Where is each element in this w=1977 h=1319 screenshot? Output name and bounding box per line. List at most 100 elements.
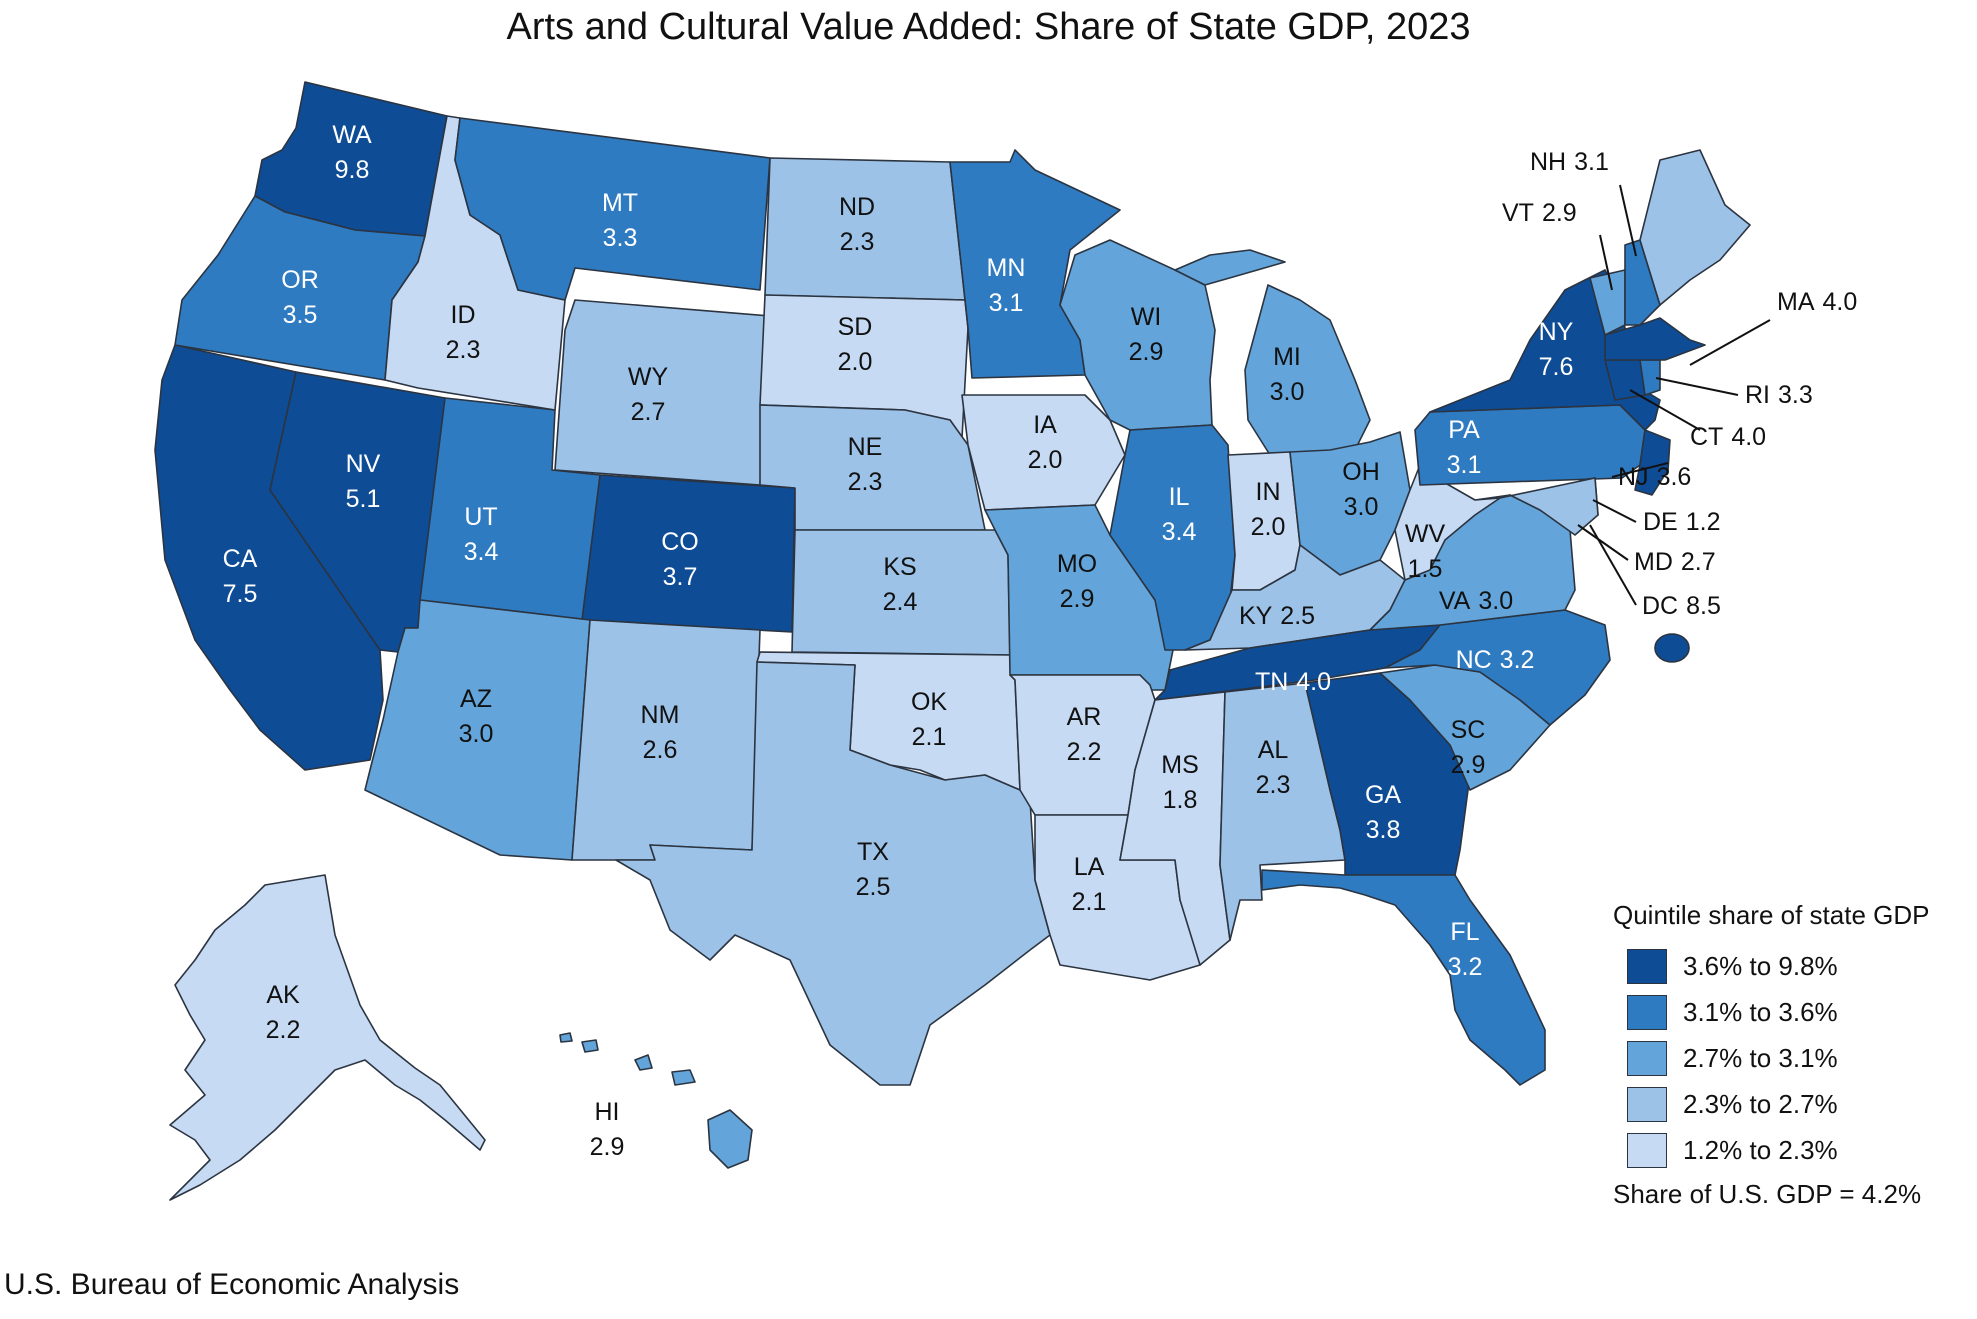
state-label-nj: NJ 3.6	[1618, 463, 1691, 491]
state-value-ny: 7.6	[1539, 353, 1574, 381]
state-abbr-ut: UT	[464, 503, 497, 531]
state-value-or: 3.5	[283, 301, 318, 329]
state-abbr-tx: TX	[857, 838, 889, 866]
legend-item: 3.1% to 3.6%	[1613, 989, 1973, 1035]
state-md	[1499, 477, 1599, 536]
state-abbr-wi: WI	[1131, 303, 1162, 331]
state-value-co: 3.7	[663, 563, 698, 591]
leader-line-vt	[1599, 234, 1613, 291]
state-abbr-ga: GA	[1365, 781, 1401, 809]
state-value: 2.7	[1681, 548, 1716, 576]
state-tx	[615, 661, 1051, 1086]
state-value-ut: 3.4	[464, 538, 499, 566]
state-label-ri: RI 3.3	[1745, 381, 1813, 409]
legend-item: 2.7% to 3.1%	[1613, 1035, 1973, 1081]
state-value: 1.2	[1686, 508, 1721, 536]
leader-line-ct	[1629, 389, 1701, 431]
state-abbr-in: IN	[1256, 478, 1281, 506]
state-label-ky: KY 2.5	[1239, 602, 1315, 630]
state-value-il: 3.4	[1162, 518, 1197, 546]
state-label-de: DE 1.2	[1643, 508, 1721, 536]
state-ia	[961, 394, 1126, 511]
legend-swatch	[1627, 948, 1667, 984]
dc-marker	[1654, 633, 1690, 663]
state-abbr-oh: OH	[1342, 458, 1380, 486]
state-abbr-ne: NE	[848, 433, 883, 461]
state-abbr-id: ID	[451, 301, 476, 329]
state-label-va: VA 3.0	[1439, 587, 1513, 615]
legend-swatch	[1627, 1132, 1667, 1168]
state-nj	[1634, 429, 1671, 496]
label-leader-lines	[1577, 184, 1771, 606]
state-fl	[1261, 869, 1546, 1086]
state-value: 3.6	[1657, 463, 1692, 491]
state-value-ms: 1.8	[1163, 786, 1198, 814]
state-abbr-fl: FL	[1450, 918, 1479, 946]
state-value: 3.1	[1574, 148, 1609, 176]
state-abbr: KY	[1239, 602, 1273, 630]
state-value-wy: 2.7	[631, 398, 666, 426]
state-abbr: MA	[1777, 288, 1815, 316]
state-abbr-mt: MT	[602, 189, 638, 217]
state-abbr-la: LA	[1074, 853, 1105, 881]
legend-swatch	[1627, 1086, 1667, 1122]
state-abbr: NJ	[1618, 463, 1649, 491]
leader-line-ma	[1689, 319, 1771, 366]
state-value-oh: 3.0	[1344, 493, 1379, 521]
state-abbr-ia: IA	[1033, 411, 1057, 439]
state-value-tx: 2.5	[856, 873, 891, 901]
state-label-vt: VT 2.9	[1502, 199, 1577, 227]
leader-line-nj	[1611, 462, 1669, 478]
state-value: 3.3	[1778, 381, 1813, 409]
legend-swatch	[1627, 1040, 1667, 1076]
legend-label: 3.1% to 3.6%	[1683, 996, 1838, 1027]
state-abbr-ms: MS	[1161, 751, 1199, 779]
state-abbr: NH	[1530, 148, 1566, 176]
leader-line-nh	[1619, 184, 1637, 257]
state-value-id: 2.3	[446, 336, 481, 364]
state-shapes	[154, 81, 1751, 1201]
state-value-ne: 2.3	[848, 468, 883, 496]
state-abbr-co: CO	[661, 528, 699, 556]
state-value-al: 2.3	[1256, 771, 1291, 799]
state-value-hi: 2.9	[590, 1133, 625, 1161]
legend-item: 3.6% to 9.8%	[1613, 943, 1973, 989]
leader-line-md	[1577, 524, 1629, 561]
state-abbr-sd: SD	[838, 313, 873, 341]
state-mi	[1174, 249, 1286, 286]
state-abbr-al: AL	[1258, 736, 1289, 764]
state-value-nd: 2.3	[840, 228, 875, 256]
state-value-pa: 3.1	[1447, 451, 1482, 479]
state-label-dc: DC 8.5	[1642, 592, 1721, 620]
state-value-sc: 2.9	[1451, 751, 1486, 779]
state-value-wa: 9.8	[335, 156, 370, 184]
state-value-ga: 3.8	[1366, 816, 1401, 844]
state-hi	[671, 1069, 696, 1086]
state-abbr: TN	[1255, 668, 1288, 696]
state-abbr: RI	[1745, 381, 1770, 409]
state-label-ma: MA 4.0	[1777, 288, 1857, 316]
state-abbr-mn: MN	[987, 254, 1026, 282]
state-mo	[984, 504, 1176, 691]
state-abbr-az: AZ	[460, 685, 492, 713]
state-value: 2.9	[1542, 199, 1577, 227]
state-mt	[454, 117, 771, 301]
state-value-la: 2.1	[1072, 888, 1107, 916]
map-title: Arts and Cultural Value Added: Share of …	[506, 6, 1471, 48]
state-value-nm: 2.6	[643, 736, 678, 764]
state-value-ca: 7.5	[223, 580, 258, 608]
state-value-ia: 2.0	[1028, 446, 1063, 474]
state-abbr-ok: OK	[911, 688, 947, 716]
state-value-sd: 2.0	[838, 348, 873, 376]
state-abbr: VT	[1502, 199, 1534, 227]
state-abbr-or: OR	[281, 266, 319, 294]
state-value-ak: 2.2	[266, 1016, 301, 1044]
state-hi	[707, 1109, 753, 1169]
state-value-mn: 3.1	[989, 289, 1024, 317]
state-ma	[1604, 317, 1706, 361]
state-value: 3.0	[1478, 587, 1513, 615]
state-abbr-sc: SC	[1451, 716, 1486, 744]
state-abbr-wa: WA	[332, 121, 372, 149]
state-hi	[581, 1039, 599, 1053]
state-abbr: DC	[1642, 592, 1678, 620]
